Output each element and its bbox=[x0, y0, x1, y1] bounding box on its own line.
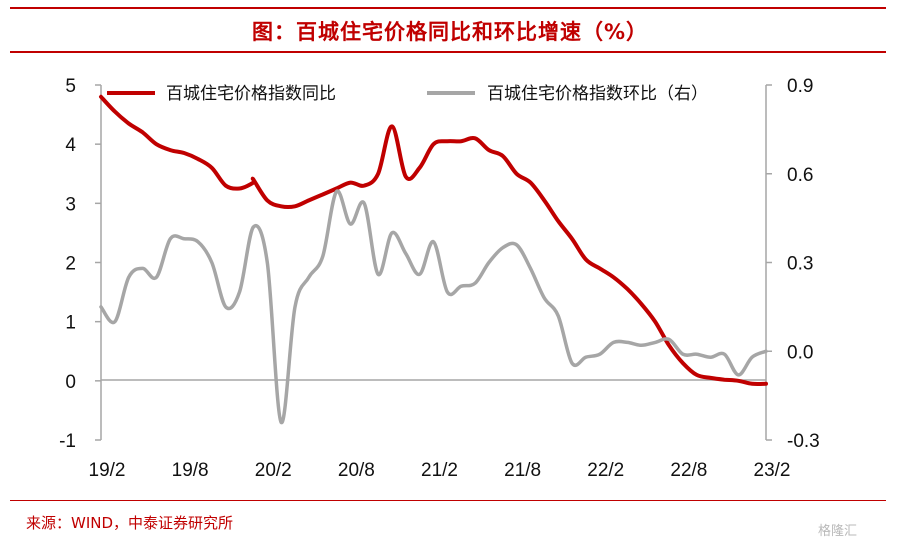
x-tick-label: 19/2 bbox=[89, 460, 126, 481]
left-tick-label: 1 bbox=[65, 313, 76, 334]
right-tick-label: 0.9 bbox=[787, 76, 813, 97]
chart-title: 图：百城住宅价格同比和环比增速（%） bbox=[251, 20, 649, 44]
left-tick-label: 3 bbox=[65, 194, 76, 215]
right-tick-label: 0.0 bbox=[787, 342, 813, 363]
bottom-rule bbox=[10, 500, 886, 501]
x-tick-label: 21/8 bbox=[504, 460, 541, 481]
left-tick-label: 2 bbox=[65, 254, 76, 275]
source-note: 来源：WIND，中泰证券研究所 bbox=[26, 514, 234, 532]
series-line-mom bbox=[99, 189, 768, 425]
right-tick-label: 0.6 bbox=[787, 165, 813, 186]
x-tick-label: 22/8 bbox=[670, 460, 707, 481]
legend-item-yoy-label: 百城住宅价格指数同比 bbox=[166, 84, 336, 104]
series-line-yoy bbox=[99, 94, 768, 387]
title-underline bbox=[10, 51, 886, 53]
right-tick-label: -0.3 bbox=[787, 431, 820, 452]
x-tick-label: 19/8 bbox=[172, 460, 209, 481]
x-tick-label: 20/8 bbox=[338, 460, 375, 481]
x-tick-label: 21/2 bbox=[421, 460, 458, 481]
left-tick-label: 4 bbox=[65, 135, 76, 156]
left-tick-label: -1 bbox=[59, 431, 76, 452]
legend-item-mom-label: 百城住宅价格指数环比（右） bbox=[487, 84, 708, 104]
left-tick-label: 0 bbox=[65, 372, 76, 393]
x-tick-label: 22/2 bbox=[587, 460, 624, 481]
top-rule bbox=[10, 7, 886, 9]
watermark-logo: 格隆汇 bbox=[818, 524, 858, 539]
x-tick-label: 23/2 bbox=[754, 460, 791, 481]
x-tick-label: 20/2 bbox=[255, 460, 292, 481]
right-tick-label: 0.3 bbox=[787, 254, 813, 275]
left-tick-label: 5 bbox=[65, 76, 76, 97]
